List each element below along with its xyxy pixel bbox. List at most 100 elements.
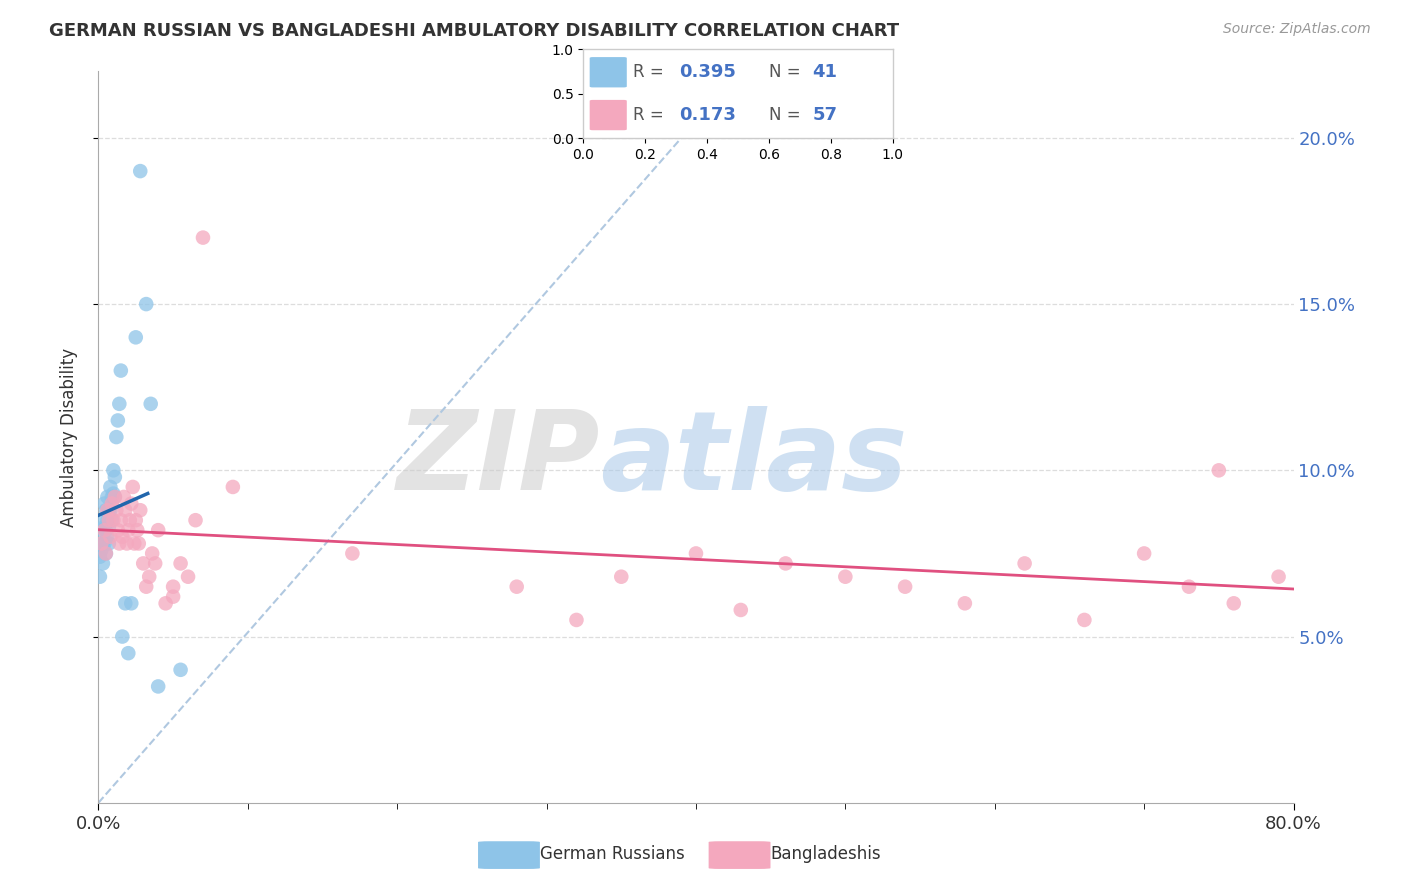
Point	[97, 513, 120, 527]
Point	[148, 523, 170, 537]
Point	[90, 543, 112, 558]
Point	[112, 490, 135, 504]
FancyBboxPatch shape	[589, 57, 627, 87]
Point	[104, 490, 127, 504]
Point	[97, 503, 120, 517]
Point	[506, 580, 529, 594]
Point	[135, 580, 157, 594]
Text: GERMAN RUSSIAN VS BANGLADESHI AMBULATORY DISABILITY CORRELATION CHART: GERMAN RUSSIAN VS BANGLADESHI AMBULATORY…	[49, 22, 900, 40]
Point	[141, 546, 163, 560]
Point	[93, 523, 115, 537]
Point	[89, 549, 111, 564]
Point	[96, 503, 118, 517]
Point	[139, 397, 162, 411]
Point	[834, 570, 856, 584]
Point	[730, 603, 752, 617]
Y-axis label: Ambulatory Disability: Ambulatory Disability	[59, 348, 77, 526]
Point	[98, 503, 122, 517]
Point	[169, 663, 191, 677]
Point	[111, 530, 134, 544]
Point	[127, 523, 149, 537]
Point	[104, 470, 127, 484]
Text: R =: R =	[633, 63, 664, 81]
Point	[97, 536, 120, 550]
Point	[184, 513, 207, 527]
Point	[93, 536, 115, 550]
Point	[129, 164, 152, 178]
Point	[105, 430, 128, 444]
Point	[98, 530, 122, 544]
Point	[120, 497, 142, 511]
Point	[132, 557, 155, 571]
Point	[114, 503, 136, 517]
Point	[1133, 546, 1156, 560]
Point	[96, 530, 118, 544]
Text: atlas: atlas	[600, 406, 908, 513]
Point	[108, 536, 131, 550]
Point	[148, 680, 170, 694]
Point	[103, 513, 125, 527]
Point	[107, 523, 129, 537]
Point	[121, 480, 143, 494]
Point	[177, 570, 200, 584]
Point	[114, 596, 136, 610]
Point	[93, 497, 115, 511]
Point	[129, 503, 152, 517]
Point	[91, 536, 114, 550]
Point	[93, 520, 115, 534]
Point	[108, 397, 131, 411]
Point	[117, 646, 139, 660]
Text: ZIP: ZIP	[396, 406, 600, 513]
Point	[111, 630, 134, 644]
Point	[117, 523, 139, 537]
Point	[118, 513, 141, 527]
Point	[103, 463, 125, 477]
Point	[89, 570, 111, 584]
FancyBboxPatch shape	[709, 841, 770, 869]
Point	[125, 513, 148, 527]
Point	[162, 590, 184, 604]
Point	[101, 513, 124, 527]
Point	[169, 557, 191, 571]
Text: Source: ZipAtlas.com: Source: ZipAtlas.com	[1223, 22, 1371, 37]
Point	[105, 503, 128, 517]
Point	[91, 513, 114, 527]
Point	[115, 536, 138, 550]
Point	[162, 580, 184, 594]
Point	[610, 570, 633, 584]
Text: N =: N =	[769, 106, 800, 124]
Point	[222, 480, 245, 494]
Point	[155, 596, 177, 610]
Text: R =: R =	[633, 106, 664, 124]
Text: 57: 57	[813, 106, 838, 124]
Point	[94, 523, 117, 537]
Text: N =: N =	[769, 63, 800, 81]
Point	[1014, 557, 1036, 571]
Point	[1073, 613, 1095, 627]
Point	[135, 297, 157, 311]
Point	[953, 596, 976, 610]
Point	[107, 413, 129, 427]
Point	[685, 546, 707, 560]
Point	[775, 557, 797, 571]
Point	[110, 363, 132, 377]
Point	[143, 557, 166, 571]
FancyBboxPatch shape	[589, 100, 627, 130]
Text: 41: 41	[813, 63, 838, 81]
Point	[103, 486, 125, 500]
Point	[120, 596, 142, 610]
Point	[91, 557, 114, 571]
Point	[1178, 580, 1201, 594]
Point	[101, 497, 124, 511]
Point	[96, 490, 118, 504]
Point	[191, 230, 214, 244]
Text: German Russians: German Russians	[540, 845, 685, 863]
Point	[94, 503, 117, 517]
Text: 0.395: 0.395	[679, 63, 737, 81]
FancyBboxPatch shape	[478, 841, 540, 869]
Point	[90, 536, 112, 550]
Point	[94, 546, 117, 560]
Point	[125, 330, 148, 344]
Point	[97, 520, 120, 534]
Point	[1223, 596, 1246, 610]
